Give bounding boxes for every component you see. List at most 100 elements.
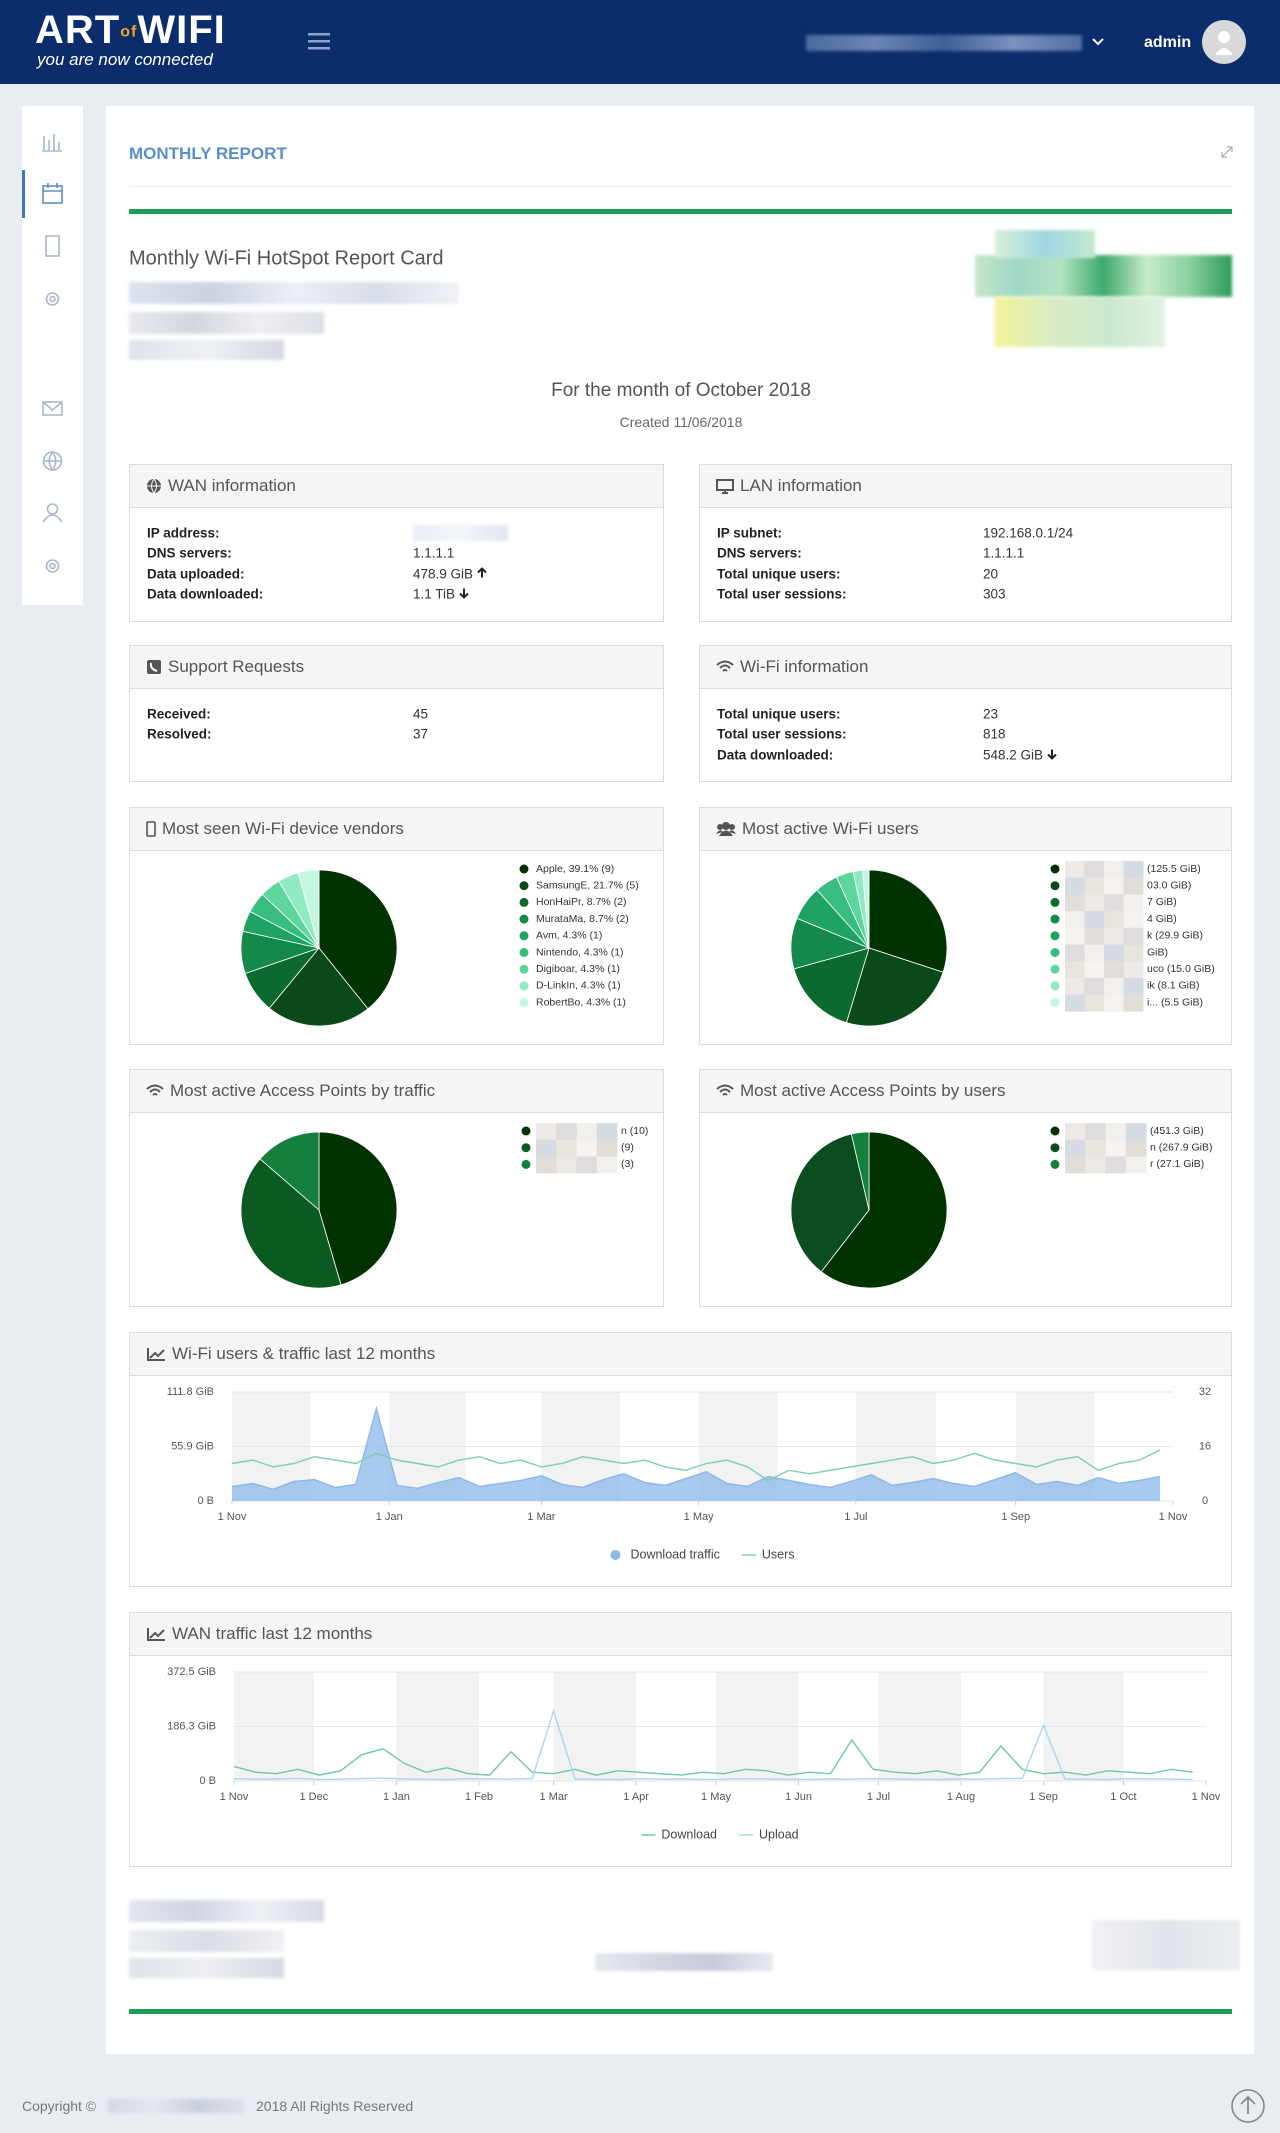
pie-chart: (125.5 GiB) 03.0 GiB) 7 GiB) 4 GiB) k (29.9 … [790,861,1215,1027]
legend-blur [596,1139,618,1157]
scroll-top-button[interactable] [1230,2088,1266,2124]
icon [716,822,736,836]
panel-header: Support Requests [130,646,663,689]
row-value: 818 [983,727,1006,742]
pie-slice [318,869,398,1010]
row-value: 192.168.0.1/24 [983,526,1073,541]
user-name[interactable]: admin [1144,34,1192,51]
legend-label: uco (15.0 GiB) [1147,963,1215,975]
legend-blur [1065,927,1085,945]
pie-chart: Apple, 39.1% (9) SamsungE, 21.7% (5) HonHa… [240,863,639,1027]
row-label: Total user sessions: [717,586,847,602]
sidebar [22,106,83,605]
series-line [231,1449,1161,1482]
panel-header: WAN traffic last 12 months [130,1613,1231,1656]
x-tick-label: 1 Jan [376,1511,403,1523]
legend-blur [1065,1156,1086,1174]
x-tick-label: 1 Apr [623,1791,649,1803]
legend-blur [1123,944,1144,962]
pie-slice [790,1133,870,1273]
y2-tick-label: 32 [1199,1386,1211,1398]
report-created: Created 11/06/2018 [619,414,743,430]
menu-toggle[interactable] [308,32,330,50]
row-label: IP subnet: [717,525,783,541]
dropdown-chevron[interactable] [1092,37,1104,47]
expand-button[interactable] [1220,145,1234,159]
legend-blur [536,1123,557,1140]
legend-blur [556,1156,577,1174]
user-avatar[interactable] [1201,19,1247,65]
pie-slice [868,869,948,973]
legend-swatch [1050,1159,1060,1169]
legend-blur [1084,944,1105,962]
row-label: Data downloaded: [717,747,834,763]
legend-blur [1104,961,1124,979]
y-tick-label: 0 B [199,1775,216,1787]
logo[interactable]: ARTofWIFI [35,8,226,54]
legend-blur [1105,1123,1127,1140]
row-value: 1.1 TiB [413,587,469,602]
support-panel: Support Requests [129,645,664,782]
legend-swatch [1050,998,1060,1008]
legend-blur [1084,911,1105,929]
legend-swatch [521,1126,531,1136]
pie-slice [240,1158,342,1289]
legend-label: MurataMa, 8.7% (2) [536,913,629,925]
legend-blur [1123,877,1144,895]
pie-slice [845,947,944,1027]
sidebar-icons[interactable] [22,106,83,605]
pie-slice [862,869,870,949]
panel-title: Most active Access Points by users [740,1081,1006,1100]
legend-label: n (10) [621,1125,648,1137]
legend-label: RobertBo, 4.3% (1) [536,996,626,1008]
company-blur [108,2099,244,2113]
y-tick-label: 111.8 GiB [167,1386,214,1398]
legend-label: D-LinkIn, 4.3% (1) [536,980,621,992]
legend-blur [1065,877,1085,895]
legend-swatch [521,1143,531,1153]
legend-swatch [519,981,529,991]
site-selector-blur[interactable] [806,35,1082,51]
legend-blur [1123,994,1144,1012]
arrow-icon [1047,747,1057,762]
legend-blur [1084,927,1105,945]
legend-blur [1105,1139,1127,1157]
legend: Download traffic Users [610,1547,795,1561]
panel-title: Most active Wi-Fi users [742,819,919,838]
panel-title: Most active Access Points by traffic [170,1081,436,1100]
ap-users-panel: Most active Access Points by users (451.… [699,1069,1232,1307]
arrow-icon [459,587,469,602]
legend-swatch [1050,931,1060,941]
x-tick-label: 1 Oct [1110,1791,1136,1803]
accent-line [129,2009,1232,2014]
y-tick-label: 0 B [197,1495,214,1507]
legend-blur [1065,911,1085,929]
value-text: 20 [983,566,999,582]
x-tick-label: 1 Sep [1001,1511,1030,1523]
legend-label: (451.3 GiB) [1150,1125,1204,1137]
series-line [233,1708,1193,1781]
legend-label: Digiboar, 4.3% (1) [536,963,620,975]
icon [146,1084,164,1096]
row-value: 303 [983,587,1006,602]
row-label: DNS servers: [717,545,802,561]
legend-blur [1125,1123,1147,1140]
row-label: Received: [147,706,211,722]
pie-slice [850,1131,870,1211]
legend-swatch [1050,1126,1060,1136]
legend-label: 7 GiB) [1147,896,1177,908]
value-text: 303 [983,586,1006,602]
legend-swatch [519,948,529,957]
series-line [233,1738,1193,1776]
wan-panel: WAN information [129,464,664,622]
row-value: 20 [983,566,998,581]
logo-part: of [120,23,138,41]
legend-blur [576,1139,598,1157]
legend-label: Apple, 39.1% (9) [536,863,614,875]
line-chart: 0 B 186.3 GiB 372.5 GiB 1 Nov 1 Dec 1 Jan 1 Fe… [167,1666,1221,1841]
legend-label: Upload [759,1827,799,1841]
logo-blur [995,297,1165,347]
legend-swatch [1050,948,1060,957]
panel-header: LAN information [700,465,1231,508]
legend-swatch [519,931,529,941]
